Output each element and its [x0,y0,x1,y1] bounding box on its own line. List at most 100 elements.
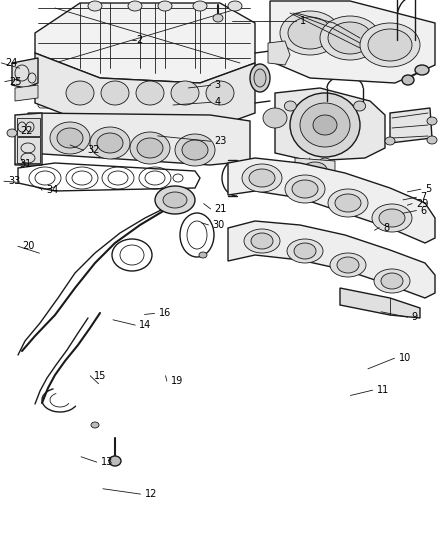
Ellipse shape [290,181,300,189]
Ellipse shape [182,140,208,160]
Ellipse shape [158,1,172,11]
Polygon shape [35,3,255,83]
Ellipse shape [199,252,207,258]
Ellipse shape [385,137,395,145]
Ellipse shape [213,14,223,22]
Polygon shape [28,113,250,165]
Text: 7: 7 [420,192,427,202]
Polygon shape [270,1,435,83]
Ellipse shape [7,129,17,137]
Ellipse shape [302,103,322,119]
Ellipse shape [402,75,414,85]
Ellipse shape [88,1,102,11]
Ellipse shape [228,1,242,11]
Polygon shape [17,118,40,136]
Text: 31: 31 [19,159,31,168]
Polygon shape [12,58,38,88]
Ellipse shape [206,81,234,105]
Ellipse shape [66,81,94,105]
Polygon shape [275,88,385,161]
Polygon shape [228,221,435,298]
Ellipse shape [294,243,316,259]
Text: 9: 9 [412,312,418,322]
Text: 20: 20 [22,241,34,251]
Polygon shape [340,288,420,318]
Ellipse shape [137,138,163,158]
Ellipse shape [136,81,164,105]
Ellipse shape [57,128,83,148]
Polygon shape [390,108,432,143]
Ellipse shape [101,81,129,105]
Polygon shape [298,98,330,121]
Ellipse shape [379,209,405,227]
Ellipse shape [353,101,366,111]
Text: 21: 21 [215,204,227,214]
Ellipse shape [381,273,403,289]
Text: 3: 3 [215,80,221,90]
Ellipse shape [288,17,332,49]
Ellipse shape [263,108,287,128]
Ellipse shape [280,11,340,55]
Polygon shape [15,85,38,101]
Polygon shape [15,113,42,165]
Ellipse shape [284,101,297,111]
Ellipse shape [193,1,207,11]
Ellipse shape [320,16,380,60]
Ellipse shape [427,136,437,144]
Ellipse shape [368,29,412,61]
Ellipse shape [163,192,187,208]
Ellipse shape [90,127,130,159]
Text: 4: 4 [215,98,221,107]
Ellipse shape [97,133,123,153]
Ellipse shape [290,93,360,157]
Polygon shape [17,137,40,163]
Text: 5: 5 [425,184,431,194]
Ellipse shape [244,229,280,253]
Text: 23: 23 [215,136,227,146]
Ellipse shape [285,175,325,203]
Text: 8: 8 [383,223,389,232]
Text: 10: 10 [399,353,411,363]
Text: 2: 2 [136,35,142,45]
Ellipse shape [130,132,170,164]
Ellipse shape [250,64,270,92]
Ellipse shape [319,158,331,168]
Text: 15: 15 [94,371,106,381]
Ellipse shape [328,22,372,54]
Ellipse shape [175,134,215,166]
Text: 13: 13 [101,457,113,467]
Ellipse shape [155,186,195,214]
Text: 22: 22 [20,126,33,135]
Ellipse shape [249,169,275,187]
Ellipse shape [313,115,337,135]
Text: 6: 6 [420,206,427,215]
Ellipse shape [328,189,368,217]
Text: 34: 34 [46,185,58,195]
Text: 24: 24 [5,58,18,68]
Ellipse shape [254,69,266,87]
Text: 14: 14 [139,320,152,330]
Ellipse shape [303,162,327,178]
Polygon shape [35,53,255,133]
Ellipse shape [427,117,437,125]
Ellipse shape [374,269,410,293]
Ellipse shape [128,1,142,11]
Ellipse shape [335,194,361,212]
Ellipse shape [300,103,350,147]
Ellipse shape [337,257,359,273]
Text: 12: 12 [145,489,157,499]
Text: 29: 29 [416,199,428,208]
Ellipse shape [50,122,90,154]
Text: 16: 16 [159,309,171,318]
Text: 11: 11 [377,385,389,395]
Ellipse shape [372,204,412,232]
Ellipse shape [360,23,420,67]
Polygon shape [268,41,290,65]
Ellipse shape [287,239,323,263]
Text: 33: 33 [8,176,20,186]
Polygon shape [228,158,435,243]
Text: 19: 19 [171,376,183,386]
Text: 1: 1 [300,17,306,26]
Ellipse shape [330,253,366,277]
Text: 30: 30 [212,220,225,230]
